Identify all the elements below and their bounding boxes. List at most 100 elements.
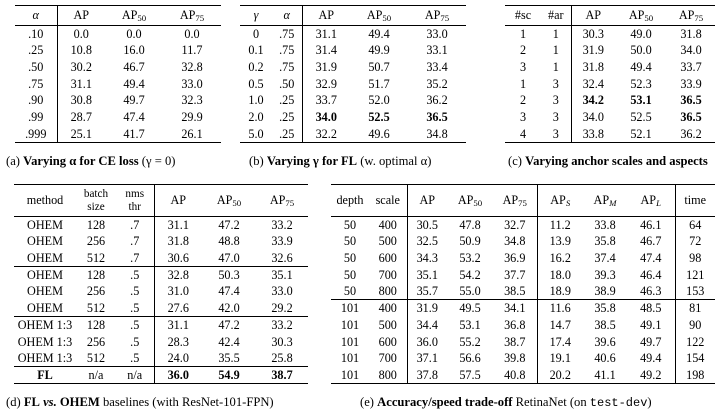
header-ap50: AP50 — [202, 184, 256, 217]
table-cell: OHEM — [27, 250, 63, 265]
table-cell: 3 — [519, 60, 527, 75]
table-row: OHEM 256 .7 31.8 48.8 33.9 — [14, 233, 308, 250]
table-cell: 4 — [505, 125, 541, 143]
table-cell: 700 — [378, 267, 397, 282]
table-cell: 700 — [378, 351, 397, 366]
header-num-scales: #sc — [505, 5, 541, 26]
table-row: 4 3 33.8 52.1 36.2 — [505, 125, 715, 143]
table-cell: 50 — [343, 284, 357, 299]
table-row: 50 600 34.3 53.2 36.9 16.2 37.4 47.4 98 — [331, 249, 715, 267]
table-cell: 101 — [331, 366, 369, 384]
table-cell: 49.5 — [447, 299, 493, 317]
table-cell: OHEM — [27, 300, 63, 315]
table-row: 5.0.25 32.2 49.6 34.8 — [240, 125, 466, 143]
table-cell: 1 — [519, 26, 527, 41]
table-cell: 32.7 — [504, 217, 526, 232]
table-cell: 400 — [378, 217, 397, 232]
table-cell: 36.0 — [406, 333, 447, 350]
table-cell: 0.1 — [248, 43, 264, 58]
header-ap75: AP75 — [163, 5, 221, 26]
table-cell: 39.6 — [594, 334, 616, 349]
table-row: OHEM 512 .5 27.6 42.0 29.2 — [14, 299, 308, 317]
header-ap50: AP50 — [350, 5, 408, 26]
table-cell: 32.8 — [153, 266, 202, 284]
table-cell: 27.6 — [153, 299, 202, 317]
header-num-aspects: #ar — [541, 5, 571, 26]
table-cell: 50.9 — [459, 234, 481, 249]
table-cell: 47.0 — [218, 250, 240, 265]
table-cell: 32.4 — [570, 75, 615, 93]
table-cell: 42.0 — [218, 300, 240, 315]
table-cell: .25 — [28, 43, 44, 58]
table-cell: 256 — [86, 284, 106, 299]
table-cell: n/a — [116, 366, 154, 384]
table-cell: 34.0 — [570, 108, 615, 126]
table-cell: 154 — [674, 350, 715, 367]
table-cell: 50 — [343, 251, 357, 266]
table-cell: 50 — [343, 267, 357, 282]
table-cell: FL — [14, 366, 76, 384]
table-cell: 3 — [552, 110, 559, 125]
table-cell: 36.8 — [504, 317, 526, 332]
table-cell: 256 — [86, 234, 106, 249]
table-cell: 34.4 — [406, 316, 447, 334]
table-cell: .99 — [28, 110, 44, 125]
table-cell: 11.6 — [536, 299, 583, 317]
table-cell: 49.1 — [640, 317, 662, 332]
table-cell: 47.8 — [459, 217, 481, 232]
table-row: 1 1 30.3 49.0 31.8 — [505, 25, 715, 43]
table-cell: .50 — [279, 76, 295, 91]
table-cell: 33.2 — [271, 217, 293, 232]
table-cell: 72 — [674, 233, 715, 250]
table-cell: 28.3 — [153, 333, 202, 350]
table-cell: 57.5 — [447, 366, 493, 384]
table-cell: 47.4 — [218, 284, 240, 299]
table-cell: 38.7 — [504, 334, 526, 349]
table-row: 50 500 32.5 50.9 34.8 13.9 35.8 46.7 72 — [331, 233, 715, 250]
table-cell: 31.8 — [570, 58, 615, 76]
table-cell: .90 — [28, 93, 44, 108]
table-cell: 3 — [552, 93, 559, 108]
table-cell: 35.1 — [256, 266, 308, 284]
table-cell: 600 — [378, 251, 397, 266]
table-row: 50 700 35.1 54.2 37.7 18.0 39.3 46.4 121 — [331, 266, 715, 284]
table-cell: 1 — [552, 43, 559, 58]
table-cell: n/a — [76, 366, 116, 384]
table-row: .10 0.0 0.0 0.0 — [15, 25, 221, 43]
table-cell: 36.9 — [504, 251, 526, 266]
table-cell: 32.6 — [271, 250, 293, 265]
table-cell: 3 — [519, 110, 527, 125]
header-nms-thr: nms thr — [116, 184, 154, 217]
table-cell: OHEM 1:3 — [14, 316, 76, 334]
table-e: depth scale AP AP50 AP75 APS APM APL tim… — [331, 184, 715, 384]
table-cell: 33.8 — [570, 125, 615, 143]
caption-b: (b) Varying γ for FL (w. optimal α) — [249, 154, 432, 168]
table-cell: 101 — [340, 334, 360, 349]
table-cell: .5 — [130, 284, 140, 299]
table-cell: 55.2 — [459, 334, 481, 349]
table-row: 50 800 35.7 55.0 38.5 18.9 38.9 46.3 153 — [331, 283, 715, 300]
table-cell: 101 — [331, 299, 369, 317]
caption-a: (a) Varying α for CE loss (γ = 0) — [6, 154, 176, 168]
table-b: γ α AP AP50 AP75 0 .75 31.1 49.4 33.0 0.1 .75 3… — [240, 5, 466, 143]
table-cell: 52.3 — [630, 76, 652, 91]
table-cell: 36.5 — [426, 110, 448, 125]
table-cell: 39.8 — [504, 351, 526, 366]
table-cell: 33.0 — [426, 26, 448, 41]
table-cell: 49.7 — [123, 93, 145, 108]
table-cell: 800 — [378, 284, 397, 299]
table-cell: 31.1 — [153, 216, 202, 234]
table-cell: 0.0 — [56, 25, 105, 43]
header-ap: AP — [56, 5, 105, 26]
header-ap75: AP75 — [493, 184, 537, 217]
table-cell: 29.9 — [181, 110, 203, 125]
table-row: 0.1 .75 31.4 49.9 33.1 — [240, 42, 466, 59]
table-row: 50 400 30.5 47.8 32.7 11.2 33.8 46.1 64 — [331, 216, 715, 234]
table-cell: 2 — [519, 93, 527, 108]
table-cell: 52.5 — [630, 110, 652, 125]
header-apl: APL — [627, 184, 675, 217]
header-apm: APM — [583, 184, 627, 217]
table-cell: .25 — [272, 125, 302, 143]
header-ap50: AP50 — [615, 5, 667, 26]
table-cell: 121 — [674, 266, 715, 284]
